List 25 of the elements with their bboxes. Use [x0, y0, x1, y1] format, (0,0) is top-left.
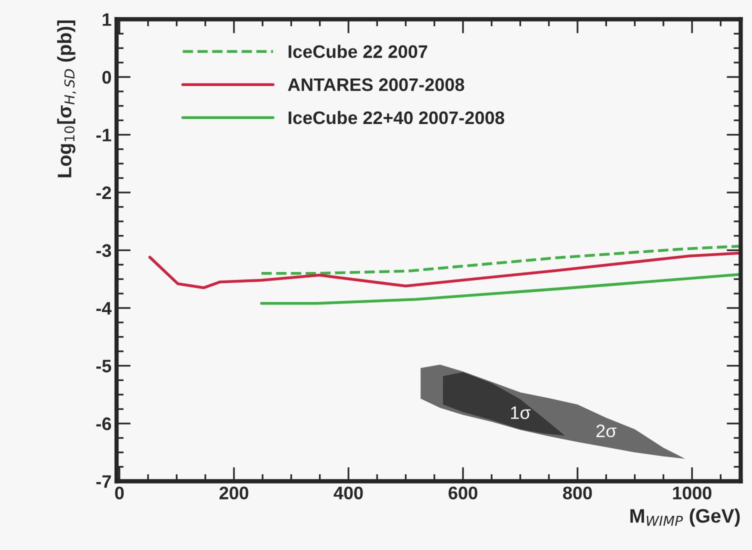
x-tick-label: 1000 — [673, 486, 712, 500]
y-axis-title: Log$_{10}$[σ$_{H,SD}$ (pb)] — [57, 20, 76, 178]
y-tick-label: 0 — [102, 70, 111, 84]
y-tick-label: -6 — [96, 417, 112, 430]
y-tick-label: -2 — [96, 186, 111, 200]
line-series — [260, 244, 740, 275]
legend-label: IceCube 22+40 2007-2008 — [288, 110, 504, 124]
series-label: 2σ — [596, 424, 616, 438]
y-tick-label: 1 — [102, 13, 112, 26]
legend-label: IceCube 22 2007 — [288, 44, 428, 58]
legend-label: ANTARES 2007-2008 — [288, 78, 464, 92]
series-label: 1σ — [511, 406, 531, 420]
x-axis-title: M$_{WIMP}$ (GeV) — [630, 508, 740, 527]
y-tick-label: -1 — [96, 128, 112, 142]
x-tick-label: 400 — [334, 486, 363, 500]
y-tick-label: -3 — [96, 244, 112, 257]
x-tick-label: 0 — [115, 486, 124, 500]
x-tick-label: 800 — [563, 486, 592, 500]
x-tick-label: 200 — [220, 486, 248, 500]
line-series — [148, 252, 740, 290]
line-series — [260, 273, 740, 305]
x-tick-label: 600 — [448, 486, 478, 500]
y-tick-label: -5 — [96, 360, 112, 372]
y-tick-label: -4 — [96, 302, 112, 315]
y-tick-label: -7 — [96, 475, 111, 488]
